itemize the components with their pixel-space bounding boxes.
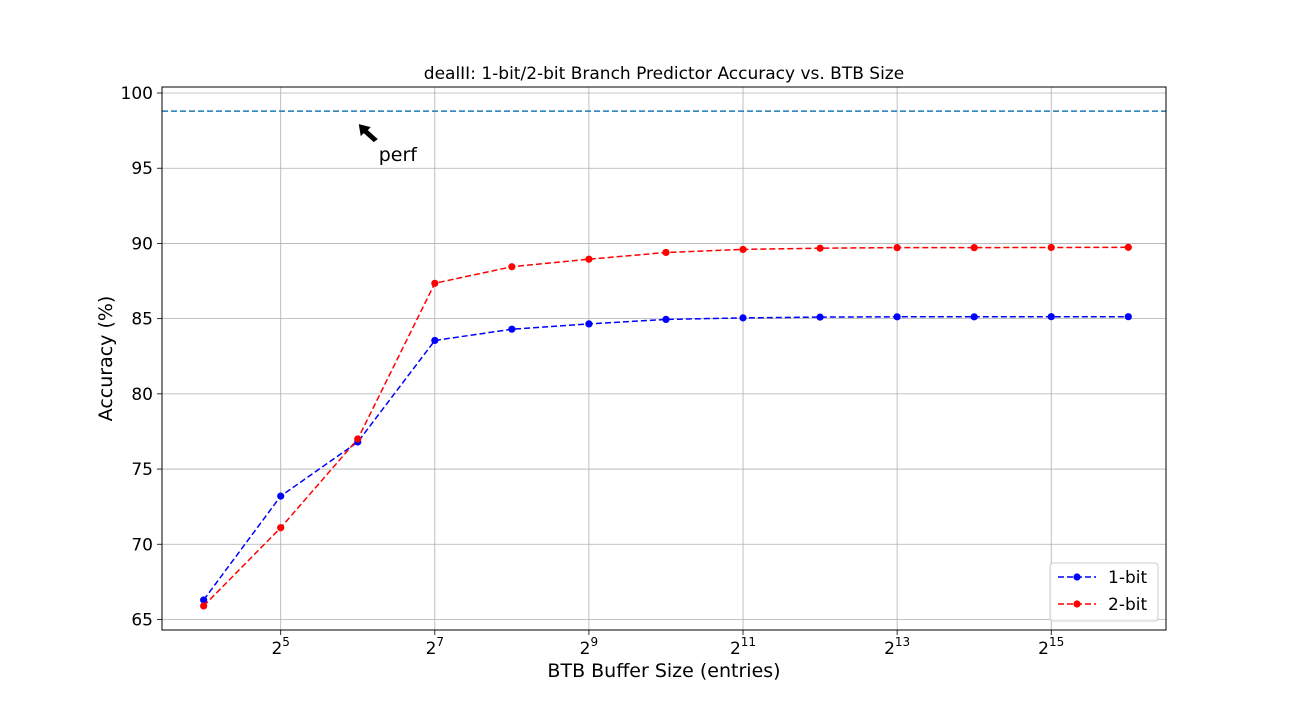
x-axis: 25 27 29 211 213 215 [271,630,1064,659]
data-point-2-bit [662,248,670,257]
data-point-2-bit [277,524,285,532]
x-tick-label: 29 [580,635,598,659]
y-tick-label: 70 [131,535,153,555]
data-point-1-bit [585,320,593,328]
data-point-2-bit [354,435,362,443]
y-tick-label: 80 [131,385,153,405]
legend: 1-bit 2-bit [1049,562,1159,622]
grid [162,87,1166,630]
data-point-1-bit [508,325,516,333]
data-point-2-bit [970,244,978,252]
data-point-2-bit [739,245,747,254]
data-point-1-bit [1124,313,1132,321]
y-tick-label: 75 [131,460,153,480]
y-tick-label: 85 [131,310,153,330]
legend-swatch-marker [1073,600,1081,608]
data-point-2-bit [431,279,439,287]
series-line-1-bit [203,315,1129,601]
legend-label: 1-bit [1108,568,1147,588]
data-point-2-bit [200,602,208,610]
y-tick-label: 65 [131,610,153,630]
y-tick-label: 90 [131,234,153,254]
data-point-2-bit [585,255,593,263]
x-tick-label: 215 [1038,635,1064,659]
data-point-2-bit [1124,243,1132,251]
data-point-1-bit [970,313,978,321]
data-point-2-bit [1047,243,1055,252]
y-tick-label: 100 [121,84,153,104]
perf-annotation: perf [358,124,419,166]
data-point-1-bit [893,313,901,321]
y-axis: 65 70 75 80 85 90 95 100 [121,84,162,630]
x-tick-label: 213 [884,635,910,659]
data-point-1-bit [200,596,208,604]
annotation-arrow [358,124,378,143]
data-point-1-bit [277,492,285,500]
data-point-2-bit [508,263,516,271]
plot-frame [161,86,1167,631]
data-point-1-bit [816,313,824,321]
legend-label: 2-bit [1108,595,1147,615]
x-tick-label: 25 [271,635,289,659]
x-axis-label: BTB Buffer Size (entries) [547,660,780,682]
legend-swatch-marker [1073,573,1081,581]
x-tick-label: 211 [730,635,756,659]
x-tick-label: 27 [426,635,444,659]
annotation-text: perf [379,144,419,166]
data-point-1-bit [1047,313,1055,321]
data-point-2-bit [893,244,901,252]
y-tick-label: 95 [131,159,153,179]
data-point-2-bit [816,244,824,252]
y-axis-label: Accuracy (%) [95,296,117,422]
data-point-1-bit [431,336,439,345]
data-point-1-bit [662,315,670,323]
chart-title: dealII: 1-bit/2-bit Branch Predictor Acc… [424,64,904,84]
series-layer [200,243,1132,610]
data-point-1-bit [739,314,747,322]
series-line-2-bit [203,246,1129,607]
